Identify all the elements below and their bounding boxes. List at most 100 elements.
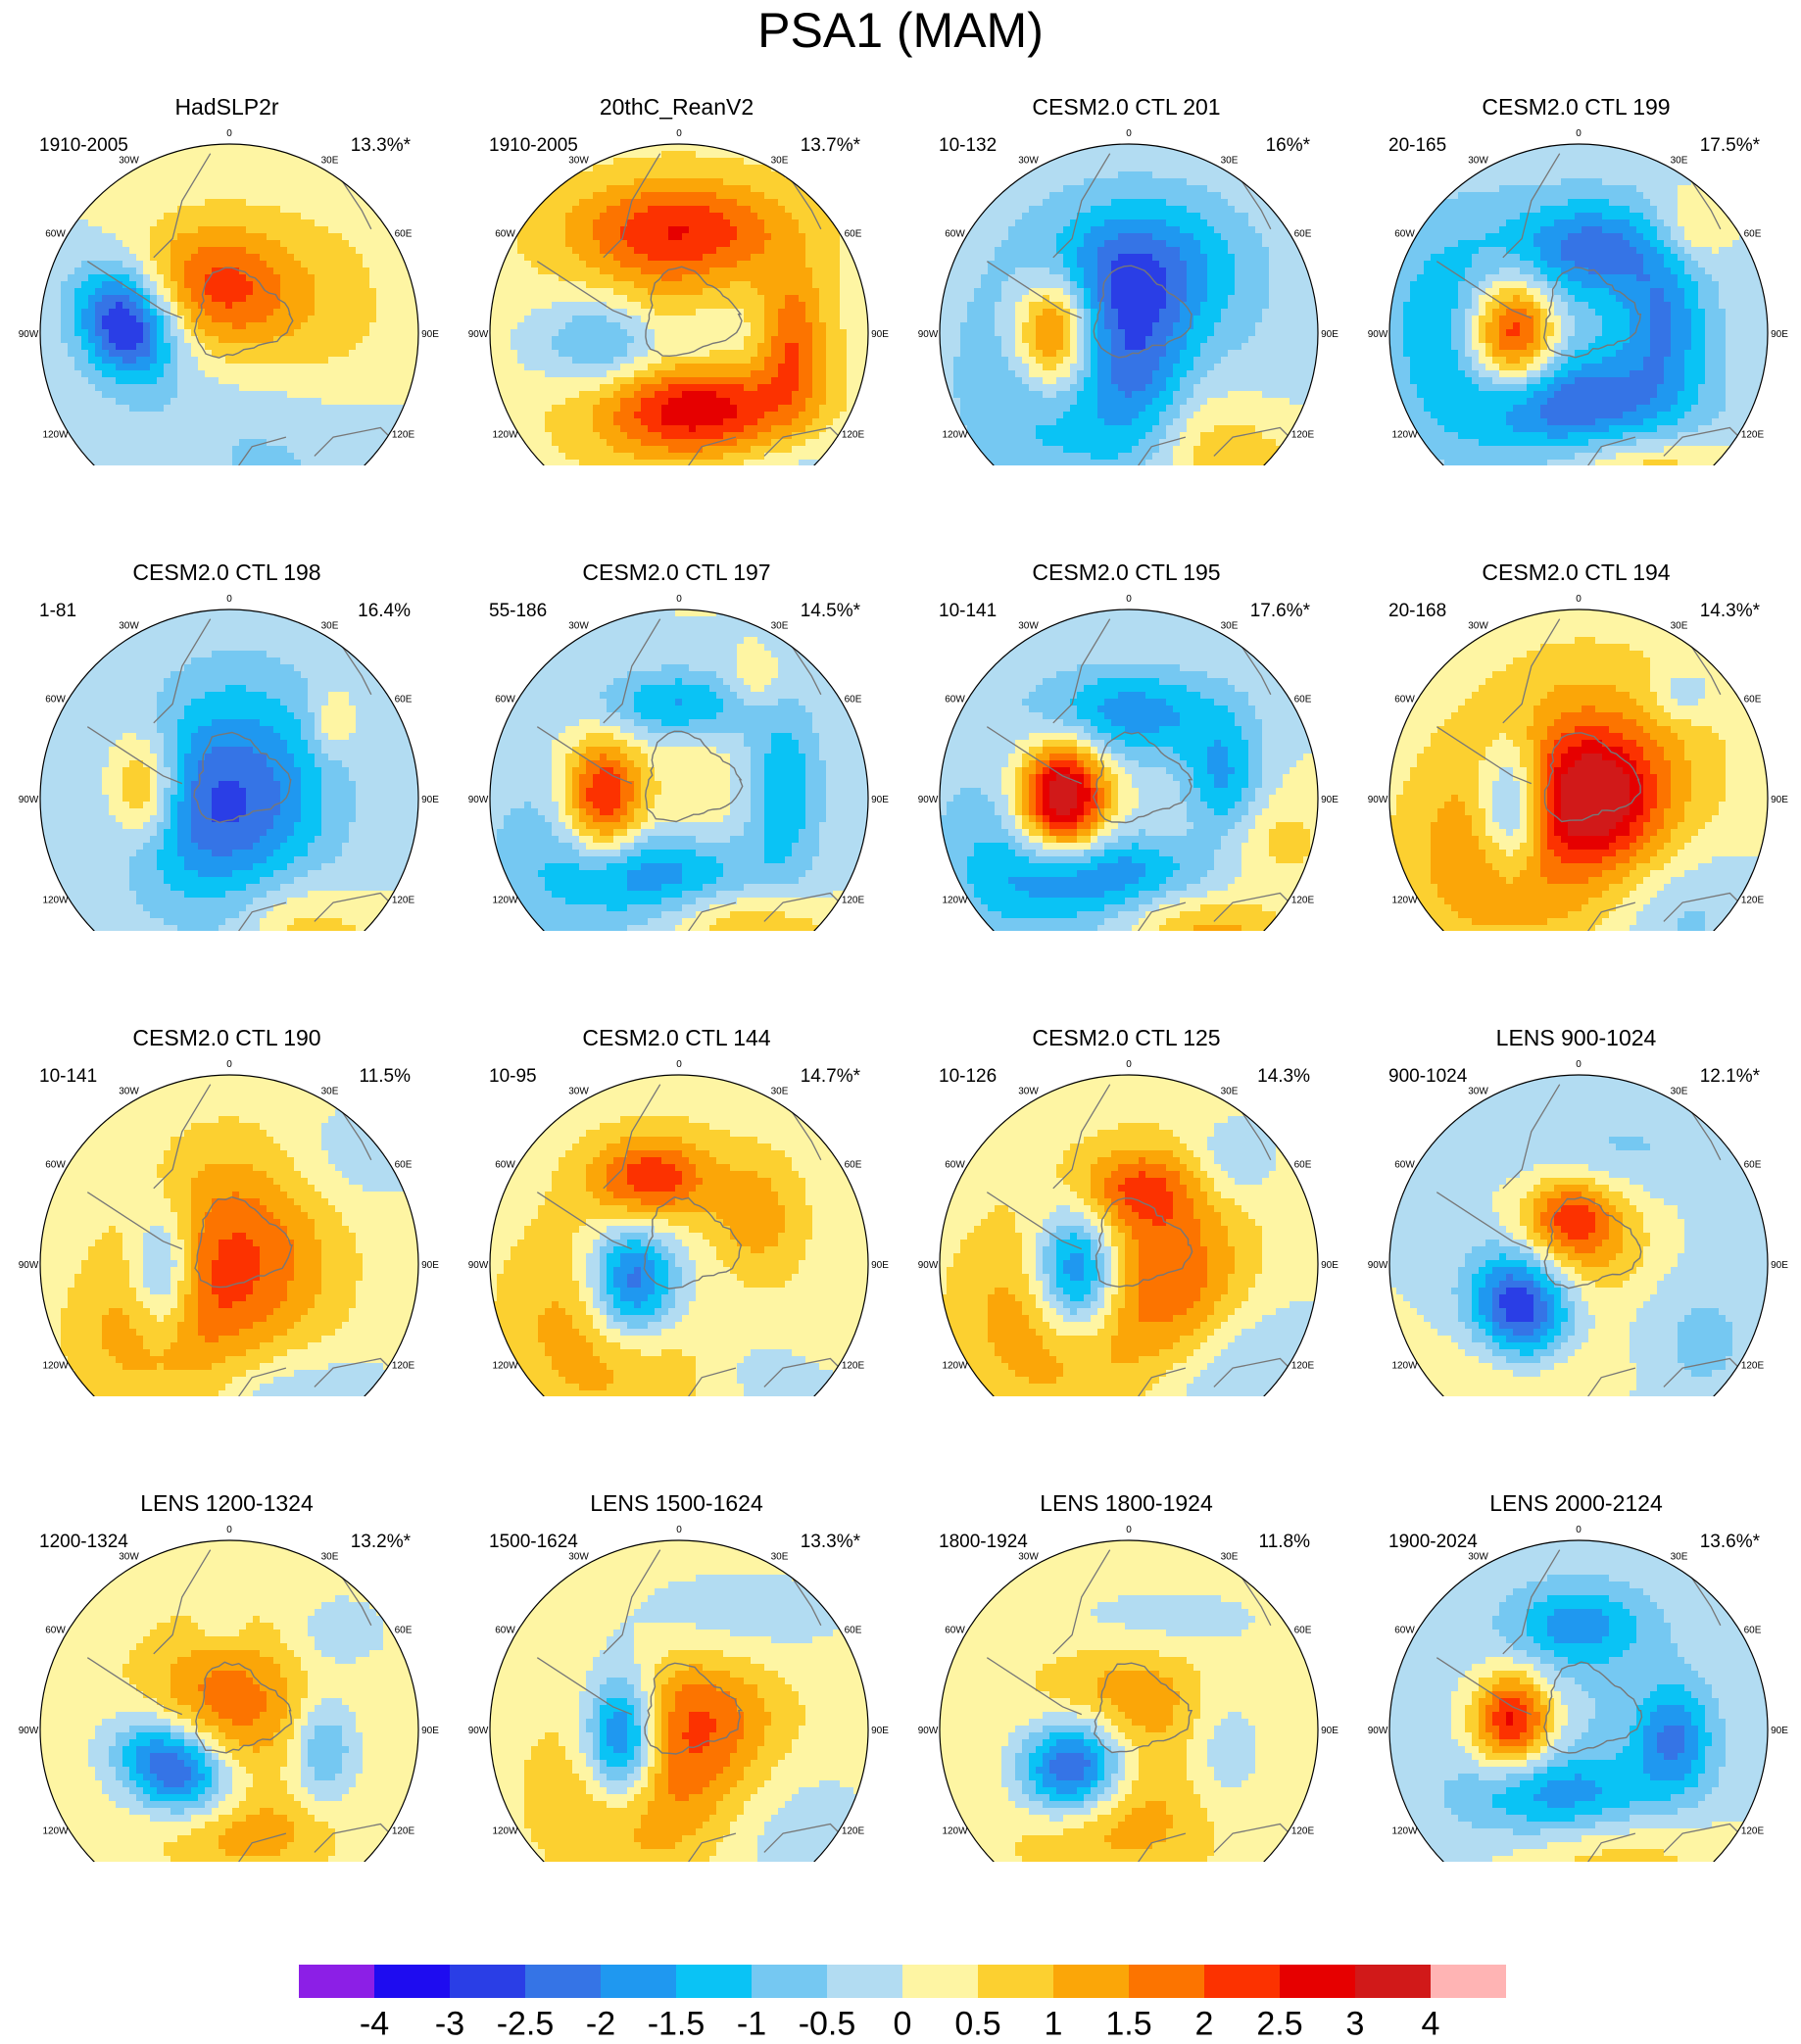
landmass-coastline [1137,1367,1187,1396]
longitude-label: 90E [1771,1726,1788,1736]
longitude-label: 90E [1321,1260,1339,1271]
antarctica-coastline [195,1661,293,1754]
longitude-label: 0 [226,594,232,605]
colorbar-box [1129,1965,1205,1998]
landmass-coastline [603,153,661,259]
longitude-label: 120W [42,1826,69,1837]
longitude-label: 120E [842,430,865,441]
longitude-label: 90E [871,1726,889,1736]
longitude-label: 30E [771,621,789,632]
longitude-label: 90E [421,795,439,805]
landmass-coastline [792,647,822,696]
longitude-label: 120E [1741,896,1765,906]
longitude-label: 30W [568,621,589,632]
longitude-label: 120E [392,1361,415,1372]
antarctica-coastline [644,1662,744,1755]
longitude-label: 60E [845,1626,862,1636]
map-border [939,143,1319,465]
longitude-label: 90W [19,1726,39,1736]
longitude-label: 30W [1018,621,1039,632]
longitude-label: 30E [1221,1552,1239,1563]
antarctica-coastline [644,730,744,823]
colorbar [299,1965,1506,1998]
longitude-label: 30W [119,156,139,167]
longitude-label: 90W [1368,1260,1388,1271]
landmass-coastline [1586,901,1636,931]
colorbar-box [752,1965,828,1998]
longitude-label: 120W [1391,1826,1418,1837]
coastlines [86,1549,401,1862]
colorbar-box [902,1965,979,1998]
longitude-label: 90E [421,1726,439,1736]
landmass-coastline [1502,1549,1561,1655]
longitude-label: 60E [1294,1160,1312,1171]
polar-map: 030E60E90E120E150E180150W120W90W60W30W [918,1525,1339,1862]
antarctica-coastline [1543,732,1641,823]
longitude-label: 60E [395,1160,413,1171]
longitude-label: 90W [468,1726,489,1736]
longitude-label: 30W [568,1552,589,1563]
landmass-coastline [153,1549,212,1655]
longitude-label: 60E [1744,695,1762,706]
longitude-label: 30E [1221,1087,1239,1097]
landmass-coastline [536,1192,633,1250]
longitude-label: 120E [392,1826,415,1837]
longitude-label: 30E [321,1087,339,1097]
map-panel: LENS 1800-1924 1800-1924 11.8% 0 30E 60E 90E 12… [901,1396,1351,1862]
longitude-label: 60W [1394,1160,1415,1171]
longitude-label: 120E [842,1826,865,1837]
panel-period: 55-186 [489,601,547,622]
longitude-label: 60W [1394,229,1415,240]
longitude-label: 90E [871,795,889,805]
longitude-label: 60W [45,1160,66,1171]
longitude-label: 30E [321,1552,339,1563]
longitude-label: 30E [771,156,789,167]
coastlines [1436,1549,1750,1862]
polar-map: 030E60E90E120E150E180150W120W90W60W30W [918,128,1339,465]
landmass-coastline [237,1832,287,1862]
landmass-coastline [86,1192,183,1250]
figure-title: PSA1 (MAM) [0,2,1801,59]
landmass-coastline [986,1657,1083,1716]
longitude-label: 120W [492,896,518,906]
longitude-label: 60W [945,1160,965,1171]
landmass-coastline [792,1112,822,1161]
landmass-coastline [153,618,212,724]
panel-title: 20thC_ReanV2 [452,94,901,121]
map-panel: 20thC_ReanV2 1910-2005 13.7%* 0 30E 60E 90E 120… [452,0,901,465]
longitude-label: 60E [1744,1626,1762,1636]
map-panel: CESM2.0 CTL 125 10-126 14.3% 0 30E 60E 90E 120E… [901,931,1351,1396]
landmass-coastline [1052,1549,1111,1655]
coastlines [1436,153,1750,465]
longitude-label: 60E [1294,1626,1312,1636]
panel-title: LENS 2000-2124 [1351,1490,1801,1517]
panel-period: 900-1024 [1388,1066,1467,1088]
coastlines [536,1084,851,1396]
antarctica-coastline [1093,265,1193,359]
map-border [39,608,419,931]
longitude-label: 120W [42,430,69,441]
polar-map: 030E60E90E120E150E180150W120W90W60W30W [468,128,889,465]
polar-map: 030E60E90E120E150E180150W120W90W60W30W [468,1059,889,1396]
longitude-label: 60E [845,695,862,706]
map-border [489,1074,869,1396]
longitude-label: 90W [1368,329,1388,340]
pressure-anomaly-field [490,609,868,931]
longitude-label: 30W [119,1552,139,1563]
landmass-coastline [1241,647,1272,696]
longitude-label: 60E [1744,229,1762,240]
polar-map: 030E60E90E120E150E180150W120W90W60W30W [1368,1525,1788,1862]
map-panel: CESM2.0 CTL 197 55-186 14.5%* 0 30E 60E 90E 120… [452,465,901,931]
pressure-anomaly-field [40,609,418,931]
longitude-label: 30W [119,621,139,632]
longitude-label: 120W [492,1361,518,1372]
panel-variance-percent: 17.6%* [1250,601,1310,622]
longitude-label: 90E [1321,795,1339,805]
longitude-label: 120E [842,896,865,906]
pressure-anomaly-field [940,609,1318,931]
colorbar-box [450,1965,526,1998]
map-panel: CESM2.0 CTL 199 20-165 17.5%* 0 30E 60E 90E 120… [1351,0,1801,465]
longitude-label: 60E [845,1160,862,1171]
landmass-coastline [986,261,1083,319]
panel-title: CESM2.0 CTL 195 [901,560,1351,586]
